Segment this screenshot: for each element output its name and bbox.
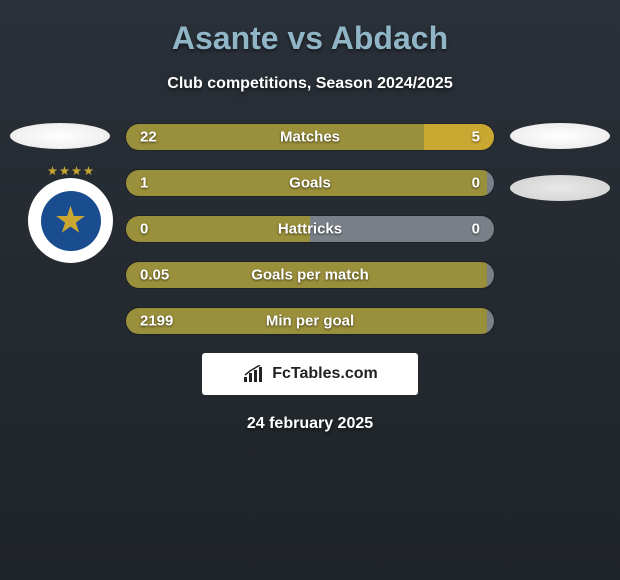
chart-icon — [242, 365, 266, 383]
stat-bar: Goals 1 0 — [125, 169, 495, 197]
bar-right-fill — [487, 308, 494, 334]
stat-bar: Min per goal 2199 — [125, 307, 495, 335]
stat-bar: Matches 22 5 — [125, 123, 495, 151]
stat-value-left: 22 — [140, 129, 157, 146]
stat-row: Goals per match 0.05 — [0, 261, 620, 289]
stat-value-left: 1 — [140, 175, 148, 192]
subtitle: Club competitions, Season 2024/2025 — [0, 75, 620, 93]
bar-left-fill — [126, 124, 424, 150]
stat-label: Goals — [289, 175, 331, 192]
stat-bar: Goals per match 0.05 — [125, 261, 495, 289]
bar-right-fill — [424, 124, 494, 150]
logo-text: FcTables.com — [272, 365, 378, 383]
stat-value-right: 5 — [472, 129, 480, 146]
stat-bar: Hattricks 0 0 — [125, 215, 495, 243]
stat-value-right: 0 — [472, 221, 480, 238]
stat-label: Hattricks — [278, 221, 342, 238]
stat-value-right: 0 — [472, 175, 480, 192]
date-text: 24 february 2025 — [0, 415, 620, 433]
comparison-bars: Matches 22 5 Goals 1 0 Hattricks 0 0 Goals per ma… — [0, 123, 620, 335]
stat-row: Matches 22 5 — [0, 123, 620, 151]
stat-row: Goals 1 0 — [0, 169, 620, 197]
fctables-logo: FcTables.com — [202, 353, 418, 395]
stat-label: Goals per match — [251, 267, 369, 284]
stat-value-left: 0.05 — [140, 267, 169, 284]
stat-label: Min per goal — [266, 313, 354, 330]
stat-value-left: 2199 — [140, 313, 173, 330]
bar-right-fill — [487, 170, 494, 196]
stat-value-left: 0 — [140, 221, 148, 238]
stat-row: Hattricks 0 0 — [0, 215, 620, 243]
stat-label: Matches — [280, 129, 340, 146]
stat-row: Min per goal 2199 — [0, 307, 620, 335]
bar-right-fill — [487, 262, 494, 288]
page-title: Asante vs Abdach — [0, 20, 620, 57]
